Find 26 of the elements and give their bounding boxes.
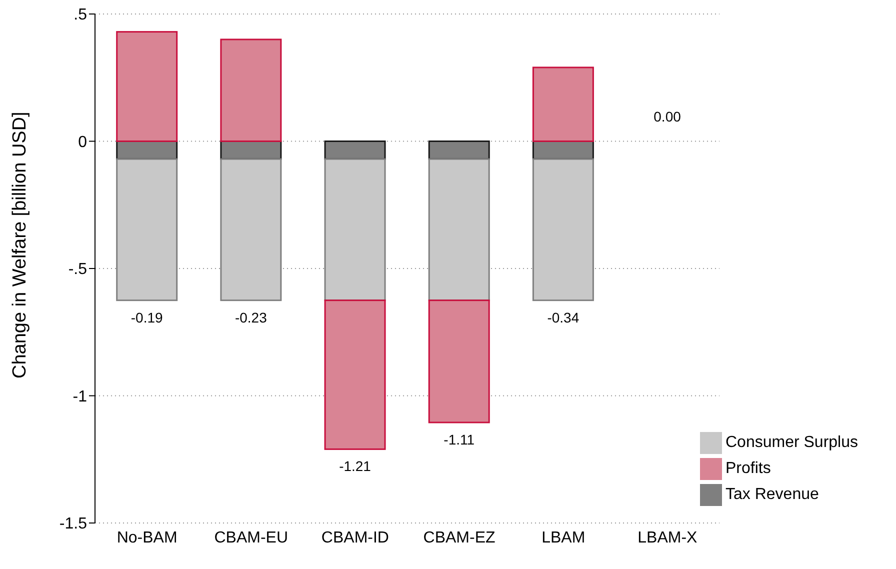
total-label: -1.21 — [339, 458, 372, 474]
x-tick-label: CBAM-ID — [321, 529, 389, 546]
y-tick-label: -1.5 — [59, 516, 88, 533]
x-tick-label: CBAM-EZ — [423, 529, 496, 546]
total-label: -0.19 — [130, 309, 164, 326]
y-axis-title: Change in Welfare [billion USD] — [10, 112, 31, 378]
y-tick-label: -.5 — [68, 261, 88, 278]
legend-label: Profits — [726, 460, 771, 477]
total-label: -1.11 — [444, 431, 475, 448]
x-tick-label: No-BAM — [116, 529, 178, 546]
bar — [116, 31, 178, 142]
total-label: -0.23 — [234, 309, 268, 326]
legend-label: Tax Revenue — [726, 486, 819, 503]
total-label: 0.00 — [654, 108, 682, 124]
y-tick-label: 0 — [78, 134, 88, 151]
bar — [532, 66, 594, 142]
total-label: -0.34 — [547, 309, 580, 326]
x-tick-label: CBAM-EU — [214, 529, 288, 546]
y-tick-label: -1 — [72, 388, 88, 406]
bar — [324, 300, 386, 450]
x-tick-label: LBAM — [542, 529, 586, 546]
bar — [428, 300, 490, 424]
bar — [220, 38, 282, 142]
x-tick-label: LBAM-X — [638, 529, 698, 546]
y-tick-label: .5 — [74, 6, 88, 24]
legend-label: Consumer Surplus — [726, 434, 858, 451]
